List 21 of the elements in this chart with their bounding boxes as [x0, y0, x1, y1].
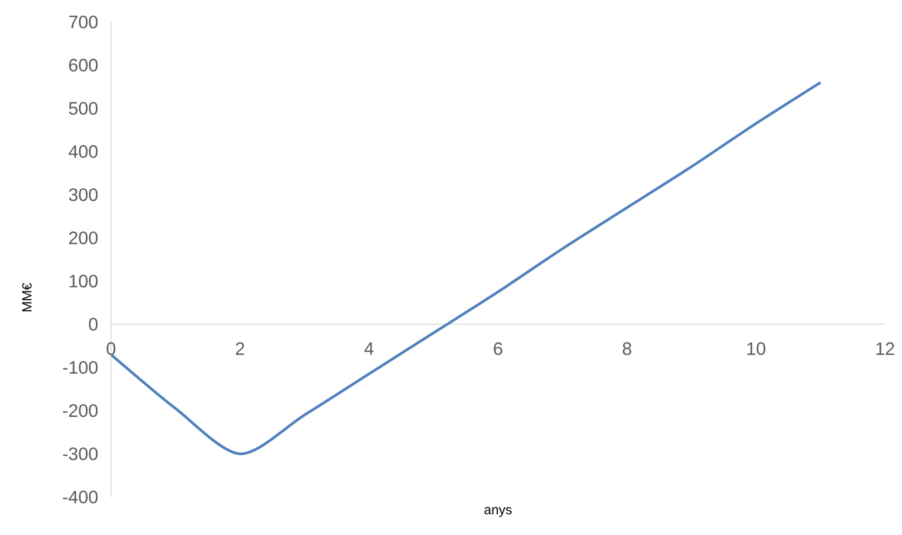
x-tick-label: 12 [876, 342, 894, 355]
y-tick-label: 0 [88, 318, 98, 331]
y-tick-label: 100 [70, 274, 98, 288]
y-tick-label: -200 [63, 404, 98, 417]
y-axis-title: MM€ [22, 282, 32, 312]
y-tick-label: 500 [68, 102, 98, 115]
y-tick-label: -100 [63, 361, 98, 374]
x-tick-label: 4 [364, 342, 374, 355]
x-tick-label: 10 [747, 342, 766, 356]
x-axis-title: anys [484, 507, 512, 517]
y-tick-label: -400 [63, 490, 98, 504]
x-tick-label: 2 [236, 342, 244, 355]
y-tick-label: 400 [68, 145, 98, 158]
y-tick-label: 700 [69, 16, 98, 28]
y-tick-label: -300 [63, 447, 98, 460]
x-tick-label: 8 [622, 342, 632, 356]
x-tick-label: 0 [106, 342, 116, 356]
x-tick-label: 6 [494, 342, 502, 356]
y-tick-label: 200 [69, 232, 98, 244]
y-tick-label: 300 [68, 188, 98, 202]
y-tick-label: 600 [69, 58, 98, 72]
